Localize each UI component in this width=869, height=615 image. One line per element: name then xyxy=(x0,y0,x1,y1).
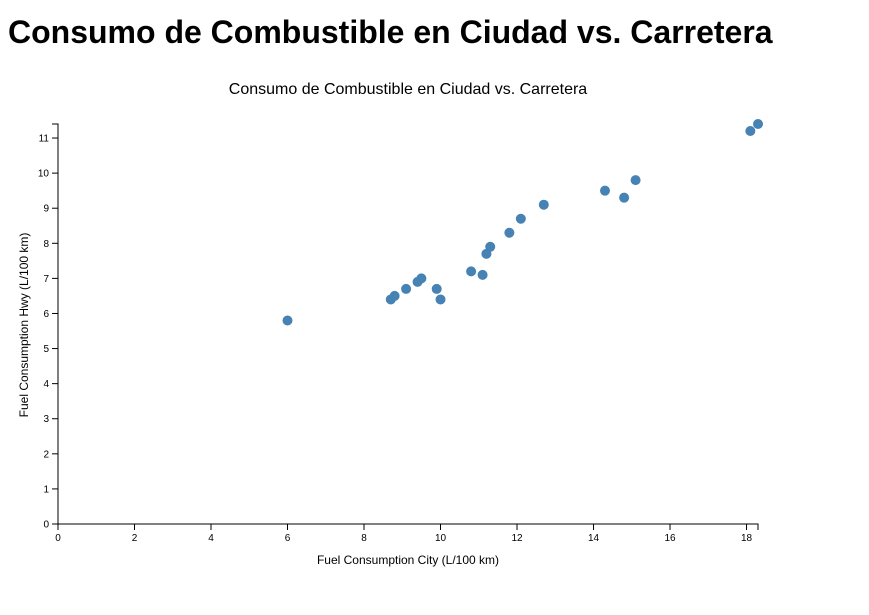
x-axis: 0 2 4 6 8 10 12 14 16 18 xyxy=(55,523,759,544)
chart-title: Consumo de Combustible en Ciudad vs. Car… xyxy=(229,81,588,98)
data-point xyxy=(745,126,756,137)
data-point xyxy=(431,283,442,294)
y-tick-label: 11 xyxy=(39,134,50,145)
data-point xyxy=(753,119,763,129)
y-tick: 9 xyxy=(43,204,58,215)
y-tick: 0 xyxy=(43,520,58,531)
y-tick-label: 0 xyxy=(43,520,49,531)
data-point xyxy=(630,175,641,186)
y-tick-label: 2 xyxy=(43,449,49,460)
x-tick: 0 xyxy=(55,524,61,544)
y-tick-label: 10 xyxy=(38,169,50,180)
y-tick-label: 7 xyxy=(43,274,49,285)
data-point xyxy=(477,269,488,280)
x-tick-label: 12 xyxy=(511,533,523,544)
x-tick-label: 18 xyxy=(741,533,753,544)
y-tick: 11 xyxy=(39,134,58,145)
x-tick-label: 8 xyxy=(361,533,367,544)
data-point xyxy=(599,185,610,196)
x-tick-label: 4 xyxy=(208,533,214,544)
x-tick-label: 14 xyxy=(588,533,600,544)
y-axis-label: Fuel Consumption Hwy (L/100 km) xyxy=(17,233,31,418)
y-tick-label: 6 xyxy=(43,309,49,320)
data-point xyxy=(485,241,496,252)
x-tick-label: 0 xyxy=(55,533,61,544)
data-point xyxy=(466,266,477,277)
data-point xyxy=(435,294,446,305)
y-tick: 7 xyxy=(43,274,58,285)
data-point xyxy=(515,213,526,224)
y-tick-label: 1 xyxy=(43,484,49,495)
x-tick-label: 2 xyxy=(132,533,138,544)
y-tick: 2 xyxy=(43,449,58,460)
y-tick: 6 xyxy=(43,309,58,320)
data-point xyxy=(504,227,515,238)
y-tick-label: 4 xyxy=(43,379,49,390)
y-tick: 3 xyxy=(43,414,58,425)
y-tick-label: 5 xyxy=(43,344,49,355)
data-point xyxy=(416,273,427,284)
y-tick: 8 xyxy=(43,239,58,250)
x-tick: 2 xyxy=(132,524,138,544)
x-tick-label: 6 xyxy=(285,533,291,544)
y-tick: 10 xyxy=(38,169,58,180)
x-tick: 4 xyxy=(208,524,214,544)
data-points xyxy=(282,119,763,326)
x-tick: 8 xyxy=(361,524,367,544)
page-title: Consumo de Combustible en Ciudad vs. Car… xyxy=(8,14,773,50)
x-tick: 16 xyxy=(664,524,676,544)
y-tick: 5 xyxy=(43,344,58,355)
y-tick: 1 xyxy=(43,484,58,495)
x-tick-label: 10 xyxy=(435,533,447,544)
x-tick: 18 xyxy=(741,524,753,544)
y-axis: 0 1 2 3 4 5 6 7 8 9 10 11 xyxy=(38,123,59,531)
y-tick-label: 9 xyxy=(43,204,49,215)
x-tick: 6 xyxy=(285,524,291,544)
data-point xyxy=(389,290,400,301)
x-axis-domain xyxy=(57,523,759,530)
y-axis-domain xyxy=(52,123,59,525)
x-tick: 12 xyxy=(511,524,523,544)
data-point xyxy=(538,199,549,210)
data-point xyxy=(401,283,412,294)
x-tick-label: 16 xyxy=(664,533,676,544)
y-tick: 4 xyxy=(43,379,58,390)
data-point xyxy=(282,315,293,326)
data-point xyxy=(619,192,630,203)
x-tick: 10 xyxy=(435,524,447,544)
x-axis-label: Fuel Consumption City (L/100 km) xyxy=(317,553,499,567)
y-tick-label: 8 xyxy=(43,239,49,250)
y-tick-label: 3 xyxy=(43,414,49,425)
x-tick: 14 xyxy=(588,524,600,544)
